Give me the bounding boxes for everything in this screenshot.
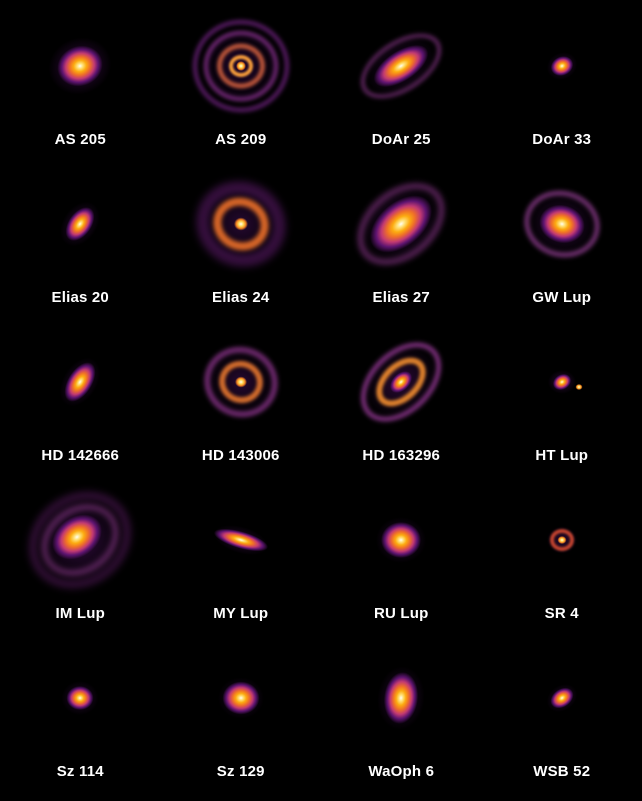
disk-ring: [228, 55, 253, 77]
disk-dot: [235, 61, 246, 71]
disk-label-sz-114: Sz 114: [56, 763, 104, 780]
disk-image-elias-20: [20, 166, 140, 282]
disk-label-im-lup: IM Lup: [55, 605, 106, 622]
disk-cell-doar-25: DoAr 25: [321, 8, 482, 166]
disk-cell-elias-24: Elias 24: [161, 166, 322, 324]
disk-label-hd-143006: HD 143006: [201, 447, 280, 464]
disk-label-sr-4: SR 4: [544, 605, 579, 622]
disk-image-ru-lup: [341, 482, 461, 598]
disk-image-im-lup: [20, 482, 141, 598]
disk-ring: [203, 31, 278, 101]
disk-dot: [233, 217, 248, 231]
disk-label-elias-20: Elias 20: [51, 289, 109, 306]
disk-image-as-209: [181, 8, 301, 124]
disk-image-elias-24: [180, 166, 301, 282]
disk-image-elias-27: [341, 166, 462, 282]
disk-label-ru-lup: RU Lup: [373, 605, 429, 622]
disk-label-hd-163296: HD 163296: [362, 447, 441, 464]
disk-image-doar-33: [502, 8, 622, 124]
disk-cell-sz-114: Sz 114: [0, 640, 161, 798]
disk-cell-sz-129: Sz 129: [161, 640, 322, 798]
disk-cell-hd-163296: HD 163296: [321, 324, 482, 482]
disk-cell-as-205: AS 205: [0, 8, 161, 166]
disk-image-hd-163296: [341, 324, 462, 440]
disk-ring: [216, 43, 265, 89]
disk-label-my-lup: MY Lup: [213, 605, 269, 622]
disk-image-sr-4: [502, 482, 622, 598]
disk-dot: [234, 376, 247, 388]
disk-image-waoph-6: [341, 640, 461, 756]
disk-label-sz-129: Sz 129: [216, 763, 265, 780]
disk-image-wsb-52: [502, 640, 622, 756]
disk-label-elias-27: Elias 27: [372, 289, 430, 306]
disk-image-gw-lup: [502, 166, 622, 282]
disk-ring: [192, 20, 289, 112]
disk-cell-gw-lup: GW Lup: [482, 166, 642, 324]
disk-image-doar-25: [341, 8, 461, 124]
disk-label-as-209: AS 209: [215, 131, 267, 148]
disk-image-my-lup: [181, 482, 301, 598]
disk-cell-elias-20: Elias 20: [0, 166, 161, 324]
disk-cell-ht-lup: HT Lup: [482, 324, 642, 482]
disk-cell-hd-142666: HD 142666: [0, 324, 161, 482]
disk-dot: [557, 536, 567, 544]
disk-blob: [381, 522, 422, 558]
disk-cell-im-lup: IM Lup: [0, 482, 161, 640]
disk-label-doar-25: DoAr 25: [371, 131, 431, 148]
disk-label-elias-24: Elias 24: [212, 289, 270, 306]
disk-image-as-205: [20, 8, 140, 124]
disk-label-as-205: AS 205: [54, 131, 106, 148]
disk-cell-as-209: AS 209: [161, 8, 322, 166]
disk-image-sz-114: [20, 640, 140, 756]
disk-cell-hd-143006: HD 143006: [161, 324, 322, 482]
disk-cell-elias-27: Elias 27: [321, 166, 482, 324]
disk-blob: [222, 681, 260, 715]
disk-label-waoph-6: WaOph 6: [368, 763, 435, 780]
disk-dot: [575, 384, 583, 390]
disk-label-doar-33: DoAr 33: [532, 131, 592, 148]
disk-cell-sr-4: SR 4: [482, 482, 642, 640]
disk-image-sz-129: [181, 640, 301, 756]
disk-blob: [66, 686, 94, 710]
disk-image-hd-143006: [181, 324, 301, 440]
disk-label-wsb-52: WSB 52: [533, 763, 591, 780]
disk-image-ht-lup: [502, 324, 622, 440]
disk-label-ht-lup: HT Lup: [535, 447, 589, 464]
disk-ring: [549, 529, 574, 551]
disk-label-gw-lup: GW Lup: [532, 289, 592, 306]
disk-cell-wsb-52: WSB 52: [482, 640, 642, 798]
disk-label-hd-142666: HD 142666: [41, 447, 120, 464]
disk-cell-ru-lup: RU Lup: [321, 482, 482, 640]
disk-image-hd-142666: [20, 324, 140, 440]
disk-cell-waoph-6: WaOph 6: [321, 640, 482, 798]
disk-cell-doar-33: DoAr 33: [482, 8, 642, 166]
disk-cell-my-lup: MY Lup: [161, 482, 322, 640]
